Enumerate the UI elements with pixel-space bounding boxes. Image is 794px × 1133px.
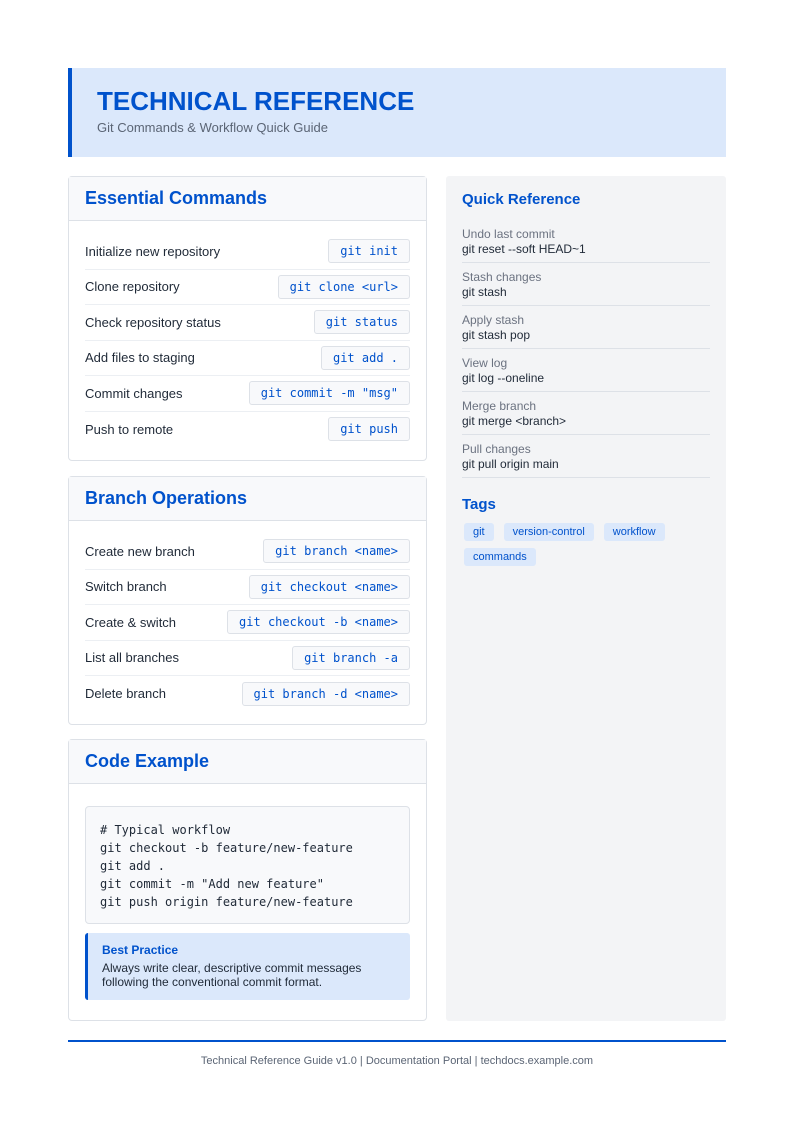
command-label: Switch branch [85, 579, 167, 595]
command-label: List all branches [85, 650, 179, 666]
command-code: git status [313, 310, 410, 335]
command-row: Add files to staging git add . [85, 341, 410, 376]
card-title: Branch Operations [69, 477, 426, 521]
command-row: Push to remote git push [85, 412, 410, 448]
command-label: Add files to staging [85, 350, 195, 366]
page-title: TECHNICAL REFERENCE [97, 86, 415, 116]
best-practice-callout: Best Practice Always write clear, descri… [85, 933, 410, 1000]
item-label: Merge branch [462, 399, 537, 413]
command-code: git branch -d <name> [241, 681, 410, 706]
code-example-card: Code Example # Typical workflow git chec… [68, 739, 427, 1021]
command-code: git init [328, 239, 410, 264]
tag[interactable]: commands [464, 548, 536, 566]
code-block: # Typical workflow git checkout -b featu… [85, 806, 410, 924]
command-code: git checkout -b <name> [227, 610, 410, 635]
command-label: Delete branch [85, 686, 166, 702]
command-row: Create & switch git checkout -b <name> [85, 605, 410, 641]
sidebar: Quick Reference Undo last commit git rese… [446, 176, 726, 1021]
card-title: Essential Commands [69, 177, 426, 221]
item-value: git log --oneline [462, 371, 545, 385]
quick-reference-item: Pull changes git pull origin main [462, 435, 710, 478]
command-label: Push to remote [85, 421, 174, 437]
branch-operations-card: Branch Operations Create new branch git b… [68, 476, 427, 725]
command-row: Delete branch git branch -d <name> [85, 676, 410, 712]
command-row: Check repository status git status [85, 305, 410, 341]
command-row: Initialize new repository git init [85, 234, 410, 270]
command-label: Create new branch [85, 543, 195, 559]
command-row: List all branches git branch -a [85, 641, 410, 676]
quick-reference-item: Undo last commit git reset --soft HEAD~1 [462, 220, 710, 263]
item-label: Undo last commit [462, 227, 555, 241]
tag[interactable]: git [464, 523, 494, 541]
item-value: git pull origin main [462, 457, 559, 471]
command-row: Commit changes git commit -m "msg" [85, 376, 410, 412]
command-code: git push [328, 417, 410, 442]
item-value: git stash [462, 285, 507, 299]
command-label: Commit changes [85, 385, 183, 401]
command-label: Initialize new repository [85, 243, 221, 259]
tags-title: Tags [462, 496, 496, 513]
command-code: git branch <name> [263, 539, 410, 564]
item-label: View log [462, 356, 508, 370]
footer: Technical Reference Guide v1.0 | Documen… [68, 1040, 726, 1067]
essential-commands-card: Essential Commands Initialize new reposi… [68, 176, 427, 461]
command-label: Check repository status [85, 314, 221, 330]
tag[interactable]: workflow [603, 523, 665, 541]
command-row: Clone repository git clone <url> [85, 270, 410, 305]
callout-title: Best Practice [102, 943, 179, 957]
command-code: git add . [320, 345, 410, 370]
command-code: git commit -m "msg" [248, 381, 410, 406]
quick-reference-title: Quick Reference [462, 191, 581, 208]
quick-reference-item: Merge branch git merge <branch> [462, 392, 710, 435]
command-row: Create new branch git branch <name> [85, 534, 410, 570]
card-title: Code Example [69, 740, 426, 784]
quick-reference-item: Apply stash git stash pop [462, 306, 710, 349]
item-label: Apply stash [462, 313, 525, 327]
command-row: Switch branch git checkout <name> [85, 570, 410, 605]
command-code: git checkout <name> [248, 574, 410, 599]
callout-body: Always write clear, descriptive commit m… [102, 961, 362, 989]
command-code: git branch -a [292, 645, 410, 670]
tag[interactable]: version-control [503, 523, 594, 541]
page-header: TECHNICAL REFERENCE Git Commands & Workf… [68, 68, 726, 157]
quick-reference-item: Stash changes git stash [462, 263, 710, 306]
item-label: Stash changes [462, 270, 542, 284]
quick-reference-item: View log git log --oneline [462, 349, 710, 392]
command-label: Create & switch [85, 614, 177, 630]
item-value: git stash pop [462, 328, 531, 342]
item-label: Pull changes [462, 442, 531, 456]
page-subtitle: Git Commands & Workflow Quick Guide [97, 120, 328, 135]
item-value: git merge <branch> [462, 414, 567, 428]
command-label: Clone repository [85, 279, 180, 295]
command-code: git clone <url> [277, 274, 410, 299]
item-value: git reset --soft HEAD~1 [462, 242, 586, 256]
